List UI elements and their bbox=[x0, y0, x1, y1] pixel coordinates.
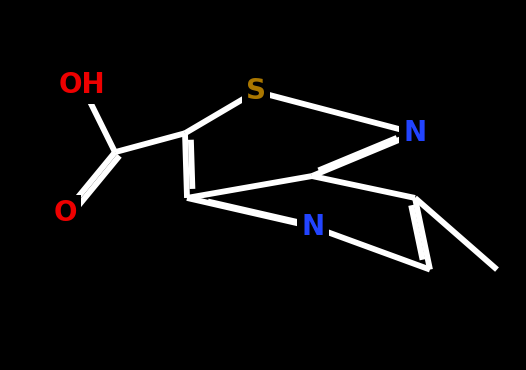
Text: OH: OH bbox=[59, 71, 105, 100]
Text: S: S bbox=[246, 77, 266, 105]
Text: N: N bbox=[301, 213, 325, 241]
Text: N: N bbox=[403, 119, 427, 147]
Text: O: O bbox=[53, 199, 77, 227]
